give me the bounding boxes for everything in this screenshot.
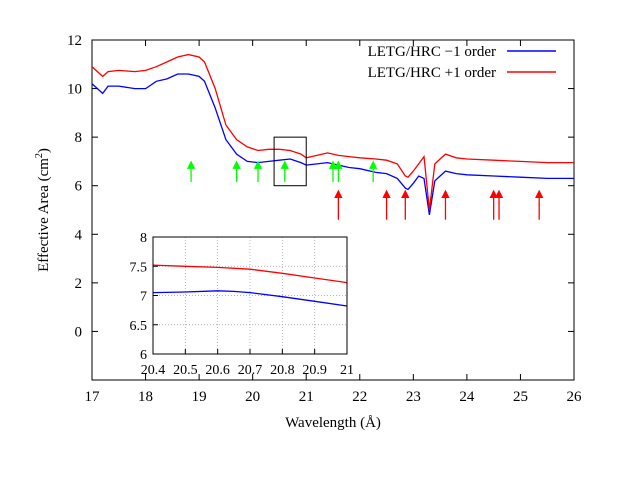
series-line-plus1 — [92, 53, 574, 211]
main-series-group — [92, 53, 574, 216]
x-tick-label: 17 — [85, 389, 101, 405]
green-arrow-head — [253, 160, 263, 169]
x-tick-label: 19 — [192, 389, 207, 405]
y-tick-label: 4 — [75, 227, 83, 243]
inset-series-group — [152, 264, 348, 307]
green-arrow-head — [186, 160, 196, 169]
red-arrow-head — [535, 189, 544, 198]
inset-y-tick-label: 7.5 — [130, 260, 148, 275]
x-tick-label: 20 — [245, 389, 260, 405]
inset-axis-ticks: 20.4 20.5 20.6 20.7 20.8 20.9 21 6 6.5 7 7.5 8 — [130, 231, 355, 378]
red-arrow-head — [441, 189, 450, 198]
x-tick-label: 25 — [513, 389, 528, 405]
red-arrow-head — [489, 189, 498, 198]
y-axis-title-superscript: 2 — [34, 153, 45, 158]
y-axis-title: Effective Area (cm2) — [34, 148, 52, 272]
legend-label-plus1: LETG/HRC +1 order — [368, 65, 496, 81]
zoom-region — [273, 136, 307, 187]
inset-y-tick-label: 8 — [140, 231, 147, 246]
zoom-box — [273, 136, 307, 187]
green-arrow-head — [369, 160, 378, 169]
x-axis-title: Wavelength (Å) — [285, 415, 381, 431]
green-arrow-head — [232, 160, 241, 169]
inset-x-tick-label: 20.5 — [173, 363, 198, 378]
y-axis-title-close: ) — [36, 148, 52, 153]
red-arrow-head — [334, 189, 343, 198]
line-marker-arrows — [186, 160, 544, 220]
x-tick-label: 22 — [352, 389, 367, 405]
y-tick-label: 6 — [75, 179, 83, 195]
x-tick-label: 23 — [406, 389, 421, 405]
inset-x-tick-label: 20.7 — [238, 363, 263, 378]
red-arrow-head — [494, 189, 504, 198]
legend: LETG/HRC −1 order LETG/HRC +1 order — [368, 44, 556, 81]
red-arrow-head — [401, 189, 410, 198]
inset-x-tick-label: 20.8 — [270, 363, 295, 378]
y-tick-label: 0 — [75, 324, 83, 340]
y-tick-label: 12 — [67, 33, 82, 49]
inset-x-tick-label: 20.4 — [141, 363, 166, 378]
x-tick-label: 18 — [138, 389, 153, 405]
x-tick-label: 24 — [459, 389, 475, 405]
inset-x-tick-label: 20.6 — [205, 363, 230, 378]
inset-x-tick-label: 20.9 — [302, 363, 327, 378]
green-arrow-head — [280, 160, 289, 169]
inset-x-tick-label: 21 — [340, 363, 354, 378]
inset-y-tick-label: 7 — [140, 290, 147, 305]
x-tick-label: 26 — [567, 389, 583, 405]
y-axis-title-main: Effective Area (cm — [36, 158, 52, 272]
y-tick-label: 8 — [75, 130, 83, 146]
x-tick-label: 21 — [299, 389, 314, 405]
y-tick-label: 2 — [75, 276, 83, 292]
green-arrow-head — [328, 160, 338, 169]
main-plot-frame — [91, 39, 575, 381]
red-arrow-head — [382, 189, 391, 198]
inset-series-line-plus1 — [152, 264, 348, 284]
inset-series-line-minus1 — [152, 290, 348, 307]
inset-y-tick-label: 6.5 — [130, 319, 148, 334]
series-line-minus1 — [92, 73, 574, 216]
green-arrow-head — [334, 160, 343, 169]
inset-y-tick-label: 6 — [140, 348, 147, 363]
legend-label-minus1: LETG/HRC −1 order — [368, 44, 496, 60]
y-tick-label: 10 — [67, 82, 82, 98]
